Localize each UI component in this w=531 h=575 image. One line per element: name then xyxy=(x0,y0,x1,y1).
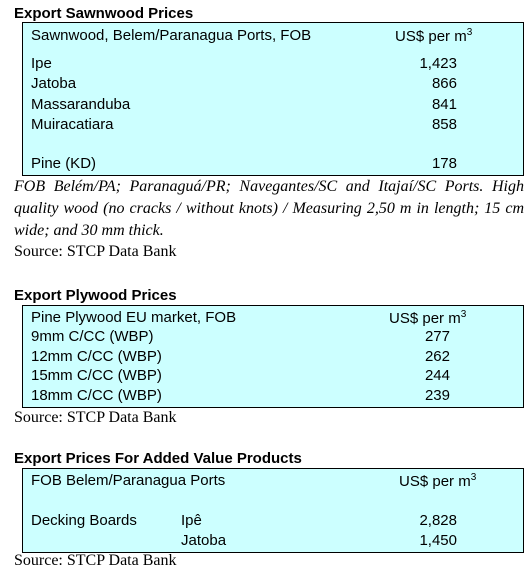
cell: 1,450 xyxy=(419,532,457,549)
cell: 262 xyxy=(424,348,450,365)
cell: 1,423 xyxy=(419,55,457,72)
cell: Muiracatiara xyxy=(31,116,114,133)
unit: US$ per m xyxy=(399,473,471,490)
unit: US$ per m xyxy=(389,310,461,327)
cell: Ipê xyxy=(181,512,202,529)
cell: 15mm C/CC (WBP) xyxy=(31,367,162,384)
unit-header: US$ per m3 xyxy=(399,472,476,490)
cell: Ipe xyxy=(31,55,52,72)
cell: 9mm C/CC (WBP) xyxy=(31,328,154,345)
cell: 244 xyxy=(424,367,450,384)
cell: Pine (KD) xyxy=(31,155,97,172)
table: Pine Plywood EU market, FOB US$ per m3 9… xyxy=(22,305,524,408)
section-title: Export Prices For Added Value Products xyxy=(14,450,302,467)
cell: 2,828 xyxy=(419,512,457,529)
cell: Jatoba xyxy=(181,532,227,549)
section-title: Export Plywood Prices xyxy=(14,287,177,304)
cell: 858 xyxy=(431,116,457,133)
section-title: Export Sawnwood Prices xyxy=(14,5,194,22)
table: FOB Belem/Paranagua Ports US$ per m3 Dec… xyxy=(22,468,524,553)
source: Source: STCP Data Bank xyxy=(14,409,177,426)
source: Source: STCP Data Bank xyxy=(14,243,177,260)
cell: 866 xyxy=(431,75,457,92)
table-header: FOB Belem/Paranagua Ports xyxy=(31,472,226,489)
cell: 12mm C/CC (WBP) xyxy=(31,348,162,365)
cell: Massaranduba xyxy=(31,96,131,113)
cell: 18mm C/CC (WBP) xyxy=(31,387,162,404)
unit-header: US$ per m3 xyxy=(389,309,466,327)
cell: Jatoba xyxy=(31,75,77,92)
unit-sup: 3 xyxy=(466,27,473,38)
table-header: Sawnwood, Belem/Paranagua Ports, FOB xyxy=(31,27,312,44)
table: Sawnwood, Belem/Paranagua Ports, FOB US$… xyxy=(22,22,524,176)
unit-header: US$ per m3 xyxy=(395,27,472,45)
table-header: Pine Plywood EU market, FOB xyxy=(31,309,237,326)
cell: 277 xyxy=(424,328,450,345)
unit: US$ per m xyxy=(395,28,467,45)
note: FOB Belém/PA; Paranaguá/PR; Navegantes/S… xyxy=(14,178,524,239)
unit-sup: 3 xyxy=(460,309,467,320)
source: Source: STCP Data Bank xyxy=(14,552,177,569)
unit-sup: 3 xyxy=(470,472,477,483)
cell: 178 xyxy=(431,155,457,172)
group-label: Decking Boards xyxy=(31,512,137,529)
cell: 239 xyxy=(424,387,450,404)
cell: 841 xyxy=(431,96,457,113)
